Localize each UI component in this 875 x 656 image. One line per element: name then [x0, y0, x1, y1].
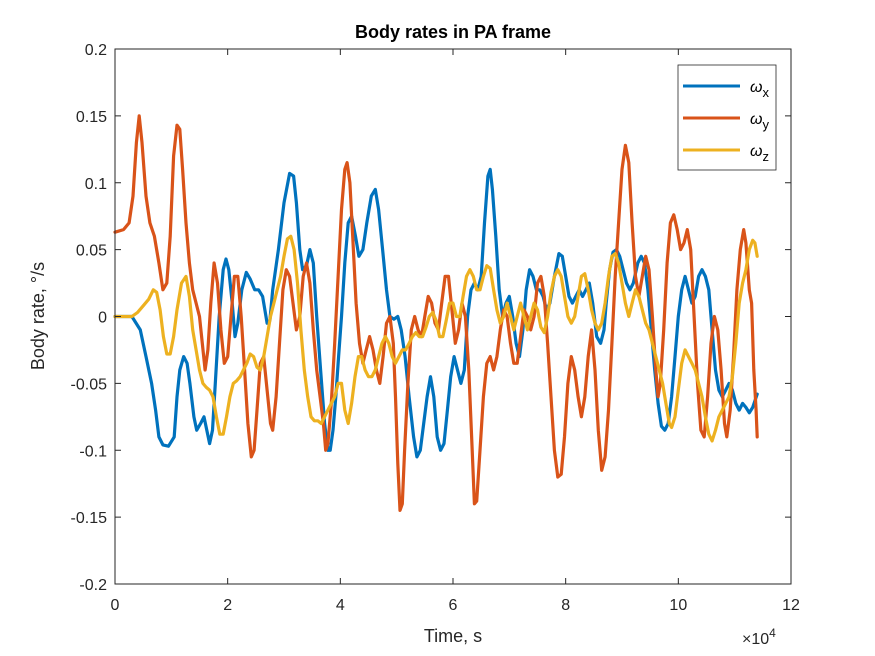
y-tick-label: 0.1	[85, 176, 107, 193]
series-line-wz	[113, 234, 759, 443]
legend-symbol-wz: ω	[750, 143, 762, 160]
y-axis-label: Body rate, °/s	[28, 262, 48, 370]
x-tick-label: 0	[111, 597, 120, 614]
x-tick-label: 8	[561, 597, 570, 614]
y-tick-label: -0.1	[79, 443, 107, 460]
legend-subscript-wy: y	[762, 117, 769, 132]
x-tick-label: 10	[669, 597, 687, 614]
y-tick-label: -0.05	[71, 376, 108, 393]
x-tick-label: 12	[782, 597, 800, 614]
legend-label-wz: ωz	[750, 143, 769, 164]
y-axis-ticks: -0.2 -0.15 -0.1 -0.05 0 0.05 0.1 0.15 0.2	[71, 42, 791, 594]
x-tick-label: 6	[449, 597, 458, 614]
y-tick-label: 0	[98, 310, 107, 327]
x-axis-ticks: 0 2 4 6 8 10 12	[111, 49, 800, 614]
x-tick-label: 4	[336, 597, 345, 614]
y-tick-label: 0.15	[76, 109, 107, 126]
y-tick-label: 0.05	[76, 243, 107, 260]
x-axis-exponent: ×104	[742, 626, 776, 648]
x-axis-label: Time, s	[424, 626, 482, 646]
chart-title: Body rates in PA frame	[355, 22, 551, 42]
legend: ωx ωy ωz	[677, 64, 777, 171]
legend-subscript-wx: x	[762, 85, 769, 100]
x-exponent-power: 4	[769, 626, 776, 640]
legend-label-wx: ωx	[750, 79, 769, 100]
y-tick-label: -0.15	[71, 510, 108, 527]
legend-symbol-wx: ω	[750, 79, 762, 96]
legend-symbol-wy: ω	[750, 111, 762, 128]
y-tick-label: 0.2	[85, 42, 107, 59]
legend-label-wy: ωy	[750, 111, 769, 132]
series-line-wy	[113, 114, 759, 512]
x-exponent-base: ×10	[742, 631, 769, 648]
series-layer	[113, 114, 759, 512]
x-tick-label: 2	[223, 597, 232, 614]
y-tick-label: -0.2	[79, 577, 107, 594]
legend-subscript-wz: z	[762, 149, 769, 164]
